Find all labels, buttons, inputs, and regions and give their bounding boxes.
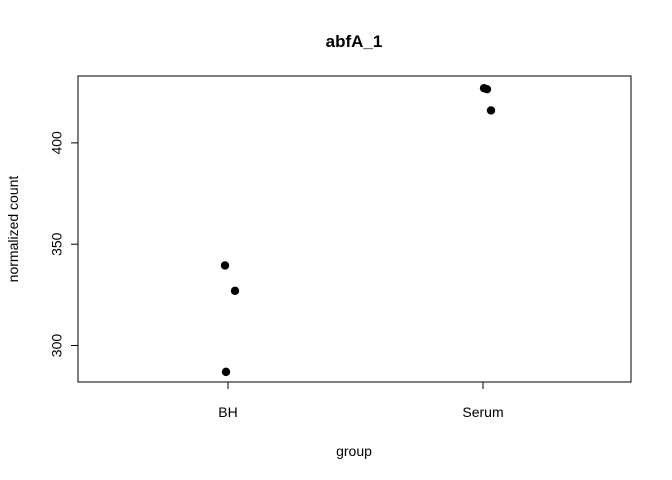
data-point	[221, 367, 231, 377]
x-axis: BH Serum	[218, 381, 504, 420]
data-points	[220, 83, 496, 377]
data-point	[230, 286, 240, 296]
y-tick-label: 350	[49, 232, 65, 256]
y-axis-label: normalized count	[5, 176, 21, 283]
chart-title: abfA_1	[326, 32, 383, 51]
x-tick-label: Serum	[462, 404, 503, 420]
data-point	[482, 84, 492, 94]
data-point	[220, 261, 230, 270]
data-point	[486, 106, 496, 115]
y-tick-label: 400	[49, 131, 65, 155]
x-axis-label: group	[336, 443, 372, 459]
plot-box	[77, 75, 632, 383]
y-tick-label: 300	[49, 334, 65, 358]
y-axis: 300 350 400	[49, 131, 79, 358]
x-tick-label: BH	[218, 404, 237, 420]
